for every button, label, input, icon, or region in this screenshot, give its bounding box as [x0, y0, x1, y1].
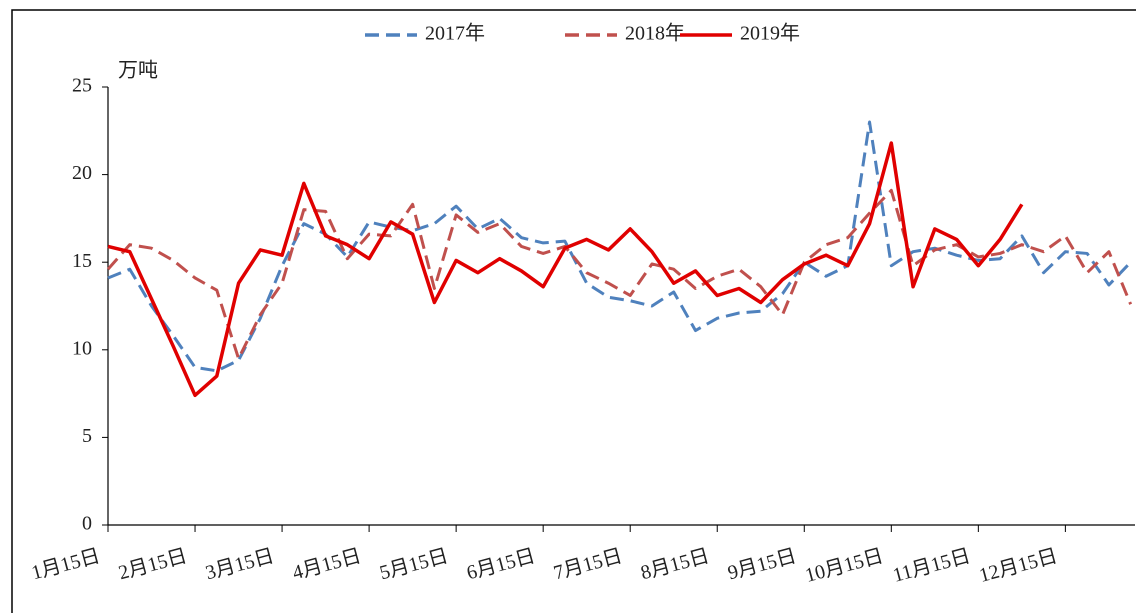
y-tick-label: 10: [72, 337, 92, 359]
frame: [11, 9, 1136, 613]
y-tick-label: 5: [82, 425, 92, 447]
series-line: [106, 188, 1133, 361]
x-tick-label: 3月15日: [203, 545, 276, 584]
x-tick-label: 9月15日: [725, 545, 798, 584]
series-line: [107, 120, 1132, 373]
x-tick-label: 11月15日: [891, 545, 973, 587]
x-tick-label: 10月15日: [803, 545, 886, 587]
y-tick-label: 0: [82, 513, 92, 535]
x-tick-label: 4月15日: [290, 545, 363, 584]
x-tick-label: 7月15日: [551, 545, 624, 584]
series-line: [107, 141, 1024, 398]
y-tick-label: 20: [72, 162, 92, 184]
y-tick-label: 25: [72, 75, 92, 97]
x-tick-label: 6月15日: [464, 545, 537, 584]
legend-label: 2019年: [740, 22, 800, 45]
x-tick-label: 12月15日: [977, 545, 1060, 587]
x-tick-label: 2月15日: [116, 545, 189, 584]
x-tick-label: 5月15日: [377, 545, 450, 584]
x-tick-label: 8月15日: [638, 545, 711, 584]
y-tick-label: 15: [72, 250, 92, 272]
legend-label: 2018年: [625, 22, 685, 45]
legend-label: 2017年: [425, 22, 485, 45]
x-tick-label: 1月15日: [29, 545, 102, 584]
y-axis-label: 万吨: [118, 59, 158, 82]
